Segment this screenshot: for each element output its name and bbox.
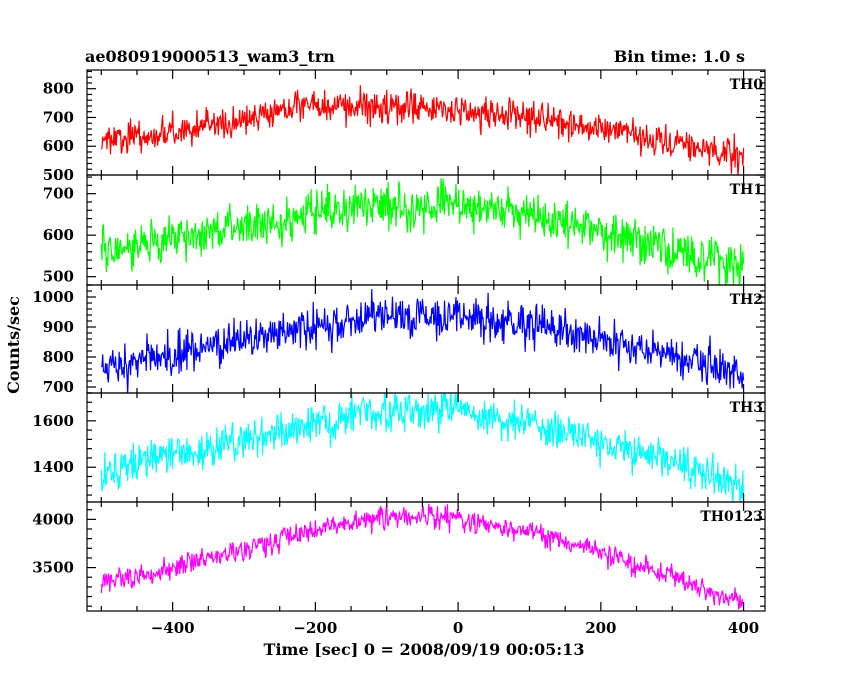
- panel-frame: [86, 501, 766, 612]
- y-tick-label: 4000: [32, 510, 74, 528]
- panel-label-th2: TH2: [730, 292, 763, 308]
- y-tick-label: 800: [43, 80, 74, 98]
- panel-label-th1: TH1: [730, 182, 763, 198]
- y-tick-label: 600: [43, 137, 74, 155]
- y-tick-label: 1600: [32, 412, 74, 430]
- panel-th2: 700 800 900 1000 TH2: [32, 284, 766, 396]
- x-tick-label: −400: [151, 619, 195, 637]
- x-tick-label: 0: [453, 619, 463, 637]
- panel-th0123: 3500 4000 TH0123: [32, 501, 766, 612]
- y-tick-label: 700: [43, 108, 74, 126]
- y-tick-label: 900: [43, 318, 74, 336]
- x-tick-label: −200: [293, 619, 337, 637]
- y-tick-label: 1000: [32, 288, 74, 306]
- series-line-th2: [100, 288, 745, 393]
- panel-frame: [86, 284, 766, 394]
- panel-th1: 500 600 700 TH1: [43, 174, 766, 286]
- panel-th0: 500 600 700 800 TH0: [43, 69, 766, 184]
- y-tick-label: 500: [43, 268, 74, 286]
- series-line-th0123: [100, 503, 745, 610]
- y-tick-label: 700: [43, 185, 74, 203]
- x-axis-label: Time [sec] 0 = 2008/09/19 00:05:13: [264, 640, 585, 659]
- y-tick-label: 600: [43, 226, 74, 244]
- series-line-th3: [100, 393, 745, 502]
- panel-label-th0123: TH0123: [700, 509, 763, 525]
- y-axis-label: Counts/sec: [4, 296, 23, 394]
- y-tick-label: 800: [43, 348, 74, 366]
- x-tick-label: 400: [728, 619, 759, 637]
- y-tick-label: 500: [43, 166, 74, 184]
- chart-title: ae080919000513_wam3_trn: [85, 47, 335, 66]
- panel-label-th3: TH3: [730, 400, 763, 416]
- y-tick-label: 700: [43, 378, 74, 396]
- y-tick-label: 1400: [32, 458, 74, 476]
- series-line-th0: [100, 85, 745, 175]
- panel-label-th0: TH0: [730, 77, 764, 93]
- series-line-th1: [100, 178, 745, 285]
- x-tick-label: 200: [585, 619, 616, 637]
- panel-th3: 1400 1600 TH3: [32, 392, 766, 503]
- y-tick-label: 3500: [32, 559, 74, 577]
- bin-time-label: Bin time: 1.0 s: [614, 47, 745, 66]
